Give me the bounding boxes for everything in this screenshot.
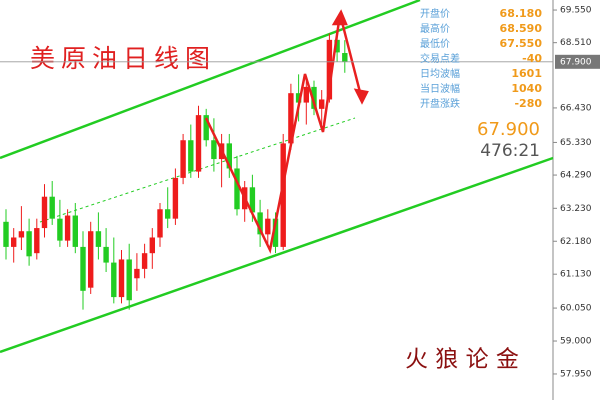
y-tick-label: 66.430 (560, 103, 592, 113)
info-label: 日均波幅 (420, 67, 460, 80)
info-label: 最高价 (420, 22, 450, 35)
candle-body (11, 237, 17, 247)
candle-body (165, 209, 171, 219)
y-tick-label: 61.130 (560, 270, 592, 280)
y-tick-label: 69.550 (560, 6, 592, 16)
candle-body (64, 215, 71, 241)
candle-body (18, 231, 25, 238)
candle-body (103, 246, 109, 263)
channel-mid (39, 117, 356, 223)
timer: 476:21 (480, 141, 540, 161)
candle-body (311, 86, 317, 109)
candle-body (319, 99, 325, 109)
candle-body (203, 115, 209, 141)
info-label: 最低价 (420, 37, 450, 50)
candle-body (49, 196, 55, 219)
candle-body (257, 212, 263, 235)
candle-body (226, 143, 232, 169)
y-tick-label: 60.050 (560, 304, 592, 314)
candle-body (41, 196, 48, 229)
candle-body (111, 262, 117, 298)
watermark: 火 狼 论 金 (405, 347, 519, 373)
info-label: 开盘涨跌 (420, 97, 460, 110)
y-tick-label: 59.000 (560, 337, 592, 347)
candle-body (195, 115, 202, 172)
info-label: 交易点差 (420, 52, 460, 65)
candle-body (295, 93, 302, 103)
candle-body (88, 231, 94, 288)
candle-body (149, 237, 155, 254)
info-value: -40 (522, 52, 542, 65)
y-tick-label: 64.290 (560, 171, 592, 181)
candle-body (303, 86, 309, 103)
plot (3, 30, 348, 310)
candle-body (234, 168, 240, 210)
candle-body (3, 221, 9, 247)
y-tick-label: 62.180 (560, 237, 592, 247)
info-value: 68.590 (500, 22, 543, 35)
candle-body (80, 246, 86, 291)
info-value: 68.180 (500, 7, 543, 20)
y-tick-label: 57.950 (560, 369, 592, 379)
candle-body (118, 259, 125, 298)
info-value: 1040 (511, 82, 542, 95)
y-tick-label: 65.330 (560, 138, 592, 148)
price-big: 67.900 (477, 119, 540, 140)
candle-body (141, 253, 148, 269)
candle-body (280, 143, 286, 247)
candle-body (342, 53, 348, 62)
info-value: 1601 (511, 67, 542, 80)
candle-body (72, 215, 78, 247)
y-tick-label: 68.510 (560, 38, 592, 48)
price-tag (555, 54, 600, 69)
candle-body (180, 140, 186, 178)
y-tick-label: 63.230 (560, 204, 592, 214)
channel-lower (0, 156, 554, 354)
candle-body (326, 39, 333, 100)
candle-body (188, 140, 194, 172)
candle-body (265, 218, 271, 235)
candle-body (134, 268, 140, 279)
candle-body (126, 259, 132, 301)
info-value: 67.550 (500, 37, 543, 50)
candle-body (157, 209, 163, 238)
candle-body (172, 177, 179, 219)
candle-body (57, 218, 63, 241)
candle-body (95, 231, 102, 247)
candle-body (34, 228, 40, 254)
candle-body (26, 231, 32, 257)
info-label: 开盘价 (420, 7, 450, 20)
price-tag-label: 67.900 (560, 57, 592, 67)
candle-body (272, 218, 279, 247)
channel-upper (0, 0, 421, 160)
trend-arrows (204, 9, 369, 254)
chart-title: 美原油日线图 (30, 44, 216, 73)
candle-body (334, 39, 340, 53)
candle-body (288, 93, 294, 144)
candle-body (211, 140, 217, 160)
candle-body (249, 187, 256, 213)
info-value: -280 (514, 97, 542, 110)
info-label: 当日波幅 (420, 82, 460, 95)
